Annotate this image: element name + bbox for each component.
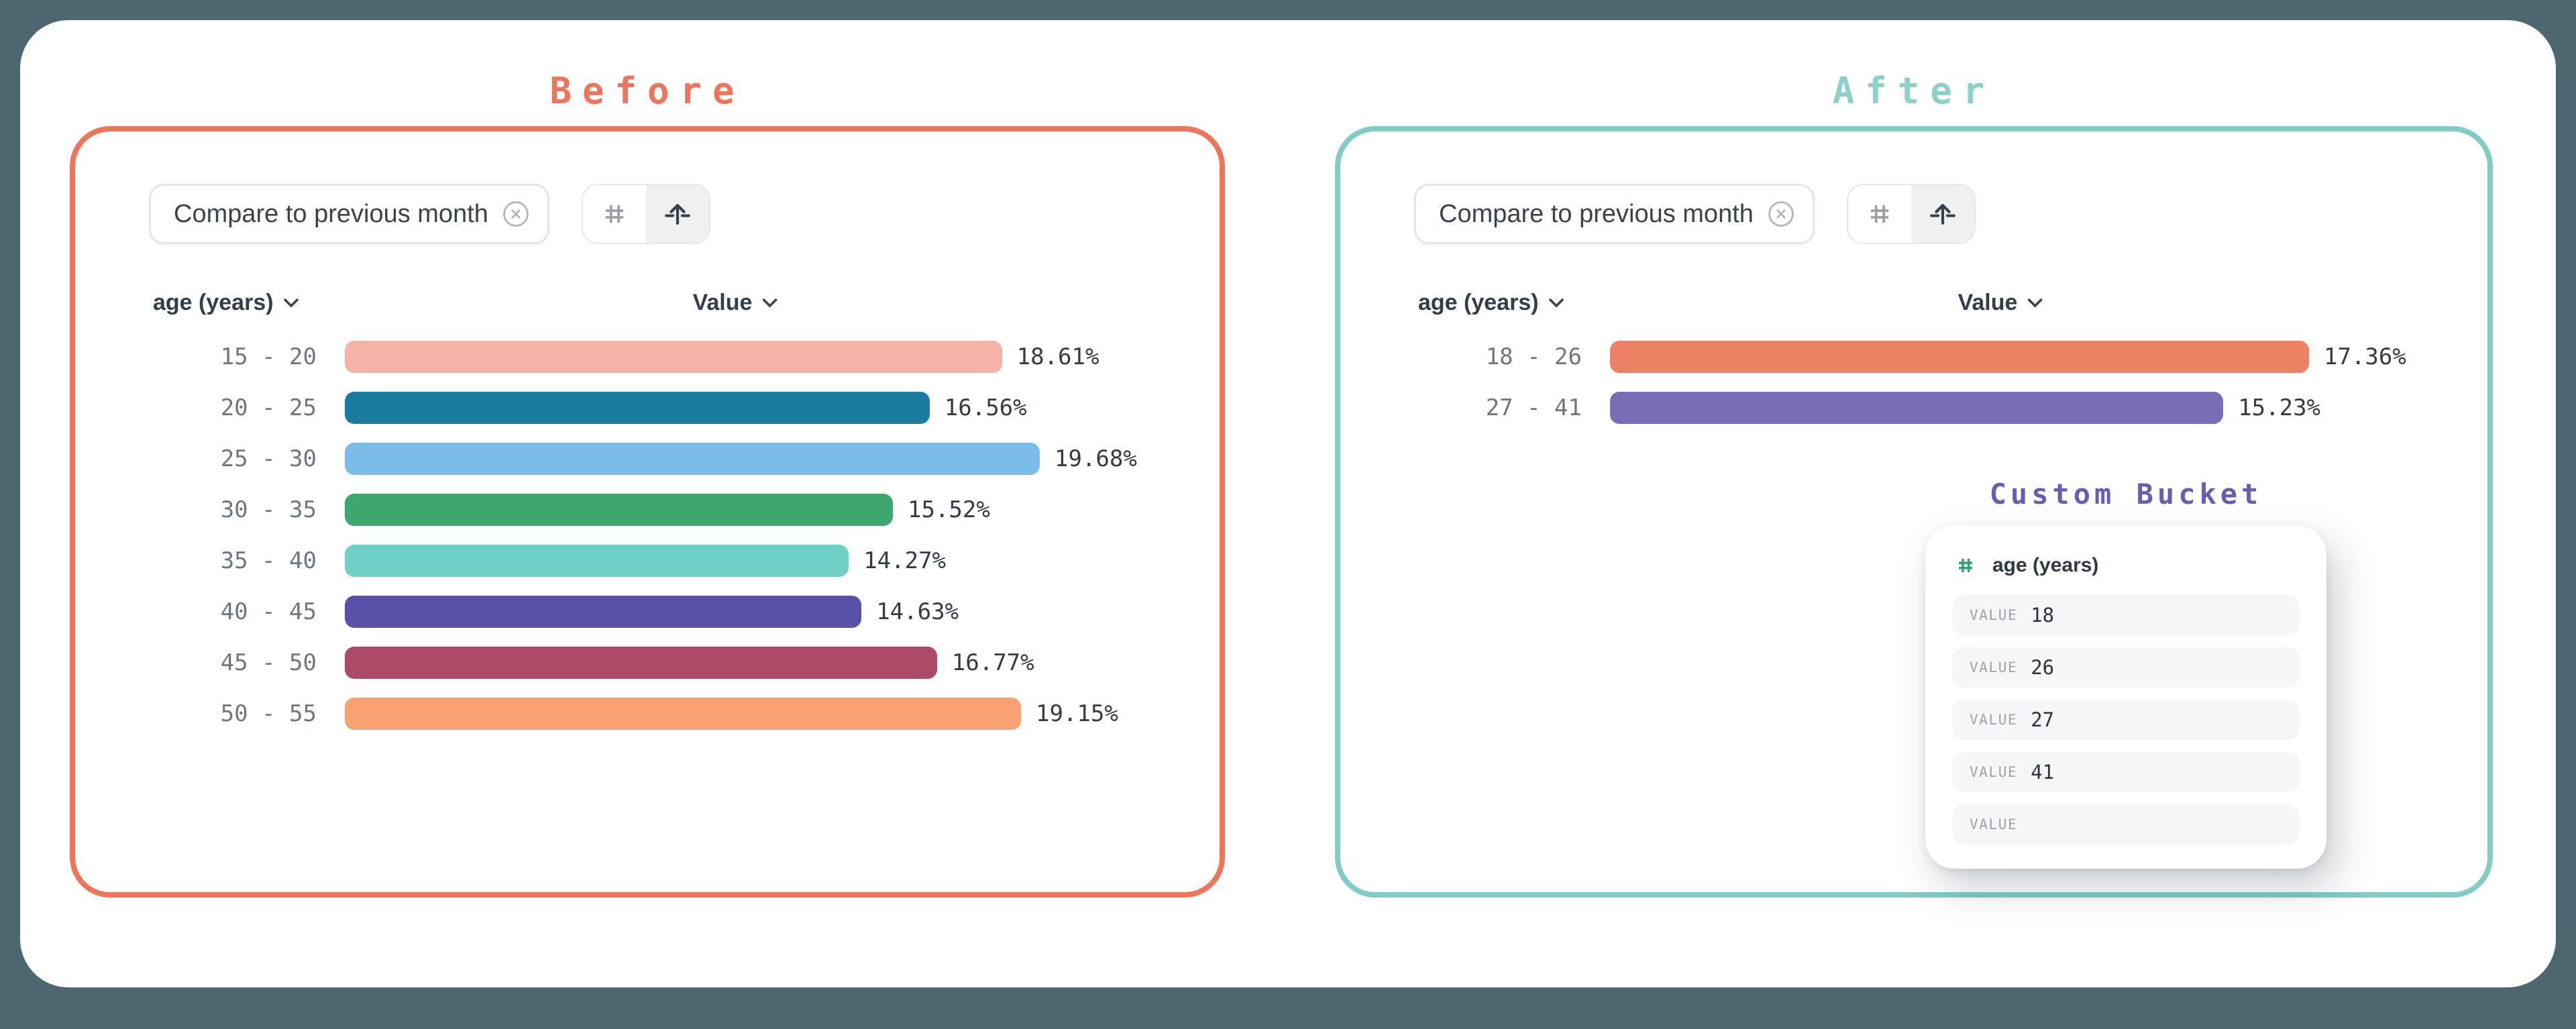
bar <box>345 443 1040 475</box>
before-bar-chart: 15 - 20 18.61% 20 - 25 16.56% 25 - 30 19.68% 3… <box>75 331 1220 739</box>
bar-category-label: 30 - 35 <box>220 496 317 523</box>
bar-category-label: 35 - 40 <box>220 547 317 574</box>
bar-row: 25 - 30 19.68% <box>75 433 1220 484</box>
hash-toggle-button[interactable] <box>1848 185 1911 243</box>
axis-toggle-button[interactable] <box>645 185 709 243</box>
x-circle-icon[interactable] <box>1767 200 1795 228</box>
filter-chip[interactable]: Compare to previous month <box>149 184 549 244</box>
bucket-value-field[interactable]: VALUE 41 <box>1952 752 2300 792</box>
bar-value-label: 16.77% <box>951 649 1034 676</box>
bar-value-label: 14.27% <box>863 547 947 574</box>
before-panel: Compare to previous month <box>70 126 1225 898</box>
custom-bucket: Custom Bucket age (years) VALUE 18 VALUE 26… <box>1925 478 2326 869</box>
chevron-down-icon <box>283 298 299 309</box>
arrow-up-icon <box>1928 199 1957 229</box>
bar-row: 15 - 20 18.61% <box>75 331 1220 382</box>
bucket-value-number: 26 <box>2031 656 2055 679</box>
bar-row: 50 - 55 19.15% <box>75 688 1220 739</box>
bar-row: 27 - 41 15.23% <box>1340 382 2487 433</box>
bar-value-label: 19.68% <box>1055 445 1137 472</box>
bar <box>1610 392 2224 424</box>
bucket-value-label: VALUE <box>1970 659 2018 675</box>
bar-value-label: 17.36% <box>2324 343 2406 370</box>
bar <box>345 341 1002 373</box>
filter-chip-label: Compare to previous month <box>174 199 488 228</box>
bar <box>345 494 893 526</box>
after-chart-header: age (years) Value <box>1340 290 2487 319</box>
bucket-value-number: 41 <box>2031 761 2055 783</box>
after-toolbar: Compare to previous month <box>1414 184 2487 244</box>
bar-category-label: 18 - 26 <box>1485 343 1582 370</box>
chevron-down-icon <box>1548 298 1564 309</box>
custom-bucket-card: age (years) VALUE 18 VALUE 26 VALUE 27 VALUE 41… <box>1925 525 2326 869</box>
bucket-field-header: age (years) <box>1955 548 2300 583</box>
bar-category-label: 50 - 55 <box>220 700 317 727</box>
bar <box>345 596 862 628</box>
display-mode-toggle <box>581 184 710 244</box>
dimension-header[interactable]: age (years) <box>153 290 299 316</box>
bar <box>345 545 849 577</box>
bar-value-label: 15.23% <box>2238 394 2321 421</box>
bar-row: 40 - 45 14.63% <box>75 586 1220 637</box>
bucket-value-field[interactable]: VALUE 18 <box>1952 595 2300 635</box>
bar-category-label: 27 - 41 <box>1485 394 1582 421</box>
chevron-down-icon <box>2027 298 2043 309</box>
bar <box>345 392 930 424</box>
hash-toggle-button[interactable] <box>583 185 646 243</box>
bar-value-label: 15.52% <box>908 496 990 523</box>
before-title: Before <box>549 70 745 112</box>
before-chart-header: age (years) Value <box>75 290 1220 319</box>
bar-value-label: 14.63% <box>876 598 959 625</box>
bucket-value-field[interactable]: VALUE <box>1952 804 2300 845</box>
bar-row: 20 - 25 16.56% <box>75 382 1220 433</box>
after-title: After <box>1832 70 1996 112</box>
value-header[interactable]: Value <box>693 290 778 316</box>
filter-chip-label: Compare to previous month <box>1439 199 1754 228</box>
bar-row: 18 - 26 17.36% <box>1340 331 2487 382</box>
bar <box>1610 341 2309 373</box>
before-toolbar: Compare to previous month <box>149 184 1220 244</box>
bar-row: 30 - 35 15.52% <box>75 484 1220 535</box>
main-card: Before Compare to previous month <box>20 20 2556 987</box>
bucket-value-label: VALUE <box>1970 816 2018 832</box>
hash-icon <box>600 200 629 228</box>
bar-value-label: 18.61% <box>1016 343 1099 370</box>
x-circle-icon[interactable] <box>502 200 530 228</box>
bar <box>345 647 937 679</box>
bucket-value-label: VALUE <box>1970 764 2018 780</box>
bucket-value-label: VALUE <box>1970 712 2018 728</box>
axis-toggle-button[interactable] <box>1911 185 1974 243</box>
after-section: After Compare to previous month <box>1335 70 2493 898</box>
display-mode-toggle <box>1846 184 1976 244</box>
bar-category-label: 15 - 20 <box>220 343 317 370</box>
arrow-up-icon <box>663 199 692 229</box>
bar <box>345 698 1021 730</box>
bar-category-label: 20 - 25 <box>220 394 317 421</box>
bucket-value-label: VALUE <box>1970 607 2018 623</box>
value-header[interactable]: Value <box>1958 290 2043 316</box>
after-panel: Compare to previous month <box>1335 126 2493 898</box>
bar-row: 45 - 50 16.77% <box>75 637 1220 688</box>
before-section: Before Compare to previous month <box>70 70 1225 898</box>
bucket-value-field[interactable]: VALUE 26 <box>1952 647 2300 688</box>
after-bar-chart: 18 - 26 17.36% 27 - 41 15.23% <box>1340 331 2487 433</box>
bar-row: 35 - 40 14.27% <box>75 535 1220 586</box>
bar-value-label: 16.56% <box>944 394 1027 421</box>
custom-bucket-title: Custom Bucket <box>1989 478 2263 510</box>
filter-chip[interactable]: Compare to previous month <box>1414 184 1815 244</box>
hash-icon <box>1866 200 1894 228</box>
chevron-down-icon <box>761 298 777 309</box>
bar-category-label: 45 - 50 <box>220 649 317 676</box>
bucket-value-number: 27 <box>2031 708 2055 731</box>
bucket-value-number: 18 <box>2031 604 2055 627</box>
bar-category-label: 25 - 30 <box>220 445 317 472</box>
bucket-value-field[interactable]: VALUE 27 <box>1952 700 2300 740</box>
bar-category-label: 40 - 45 <box>220 598 317 625</box>
bucket-field-name: age (years) <box>1992 554 2099 576</box>
bucket-rows: VALUE 18 VALUE 26 VALUE 27 VALUE 41 VALUE <box>1952 595 2300 845</box>
dimension-header[interactable]: age (years) <box>1418 290 1564 316</box>
hash-icon <box>1955 555 1976 576</box>
bar-value-label: 19.15% <box>1036 700 1118 727</box>
